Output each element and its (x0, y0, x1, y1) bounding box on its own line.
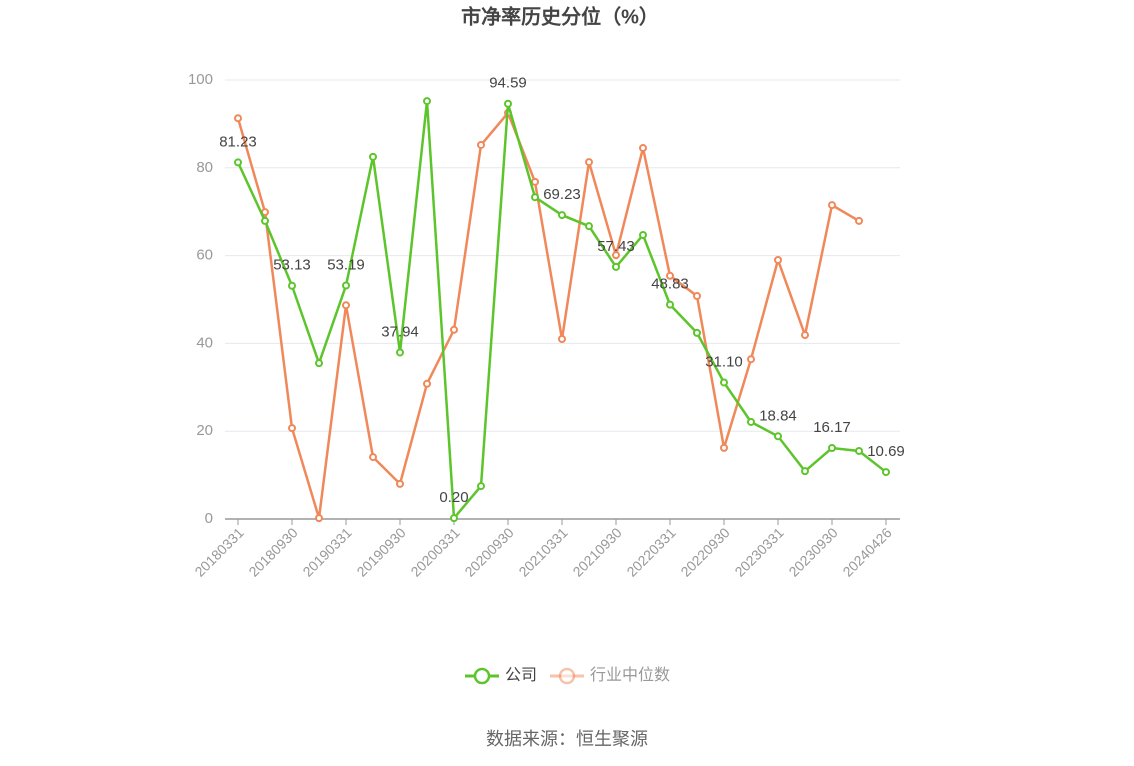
legend-label: 公司 (505, 667, 537, 684)
x-tick-label: 20230331 (731, 524, 787, 580)
legend-swatch (558, 667, 576, 685)
x-tick-label: 20240426 (839, 524, 895, 580)
data-point (801, 467, 809, 476)
data-point (585, 222, 593, 231)
data-label: 31.10 (705, 353, 743, 370)
y-tick-label: 20 (196, 422, 213, 439)
data-point (531, 193, 539, 202)
x-tick-label: 20220930 (677, 524, 733, 580)
data-point (558, 211, 566, 220)
chart-title: 市净率历史分位（%） (461, 4, 659, 28)
data-label: 10.69 (867, 443, 905, 460)
data-point (369, 453, 377, 462)
data-label: 57.43 (597, 238, 635, 255)
data-point (639, 144, 647, 153)
data-point (342, 301, 350, 310)
data-point (315, 514, 323, 523)
x-tick-label: 20220331 (623, 524, 679, 580)
data-point (477, 482, 485, 491)
y-tick-label: 80 (196, 159, 213, 176)
data-point (531, 177, 539, 186)
data-point (558, 335, 566, 344)
data-label: 53.13 (273, 257, 311, 274)
series-line (236, 110, 860, 519)
data-point (504, 99, 512, 108)
data-point (828, 201, 836, 210)
y-tick-label: 100 (188, 71, 213, 88)
series-line (236, 100, 887, 522)
data-point (828, 444, 836, 453)
data-point (261, 216, 269, 225)
legend-label: 行业中位数 (590, 666, 670, 684)
data-point (369, 152, 377, 161)
y-tick-label: 40 (196, 334, 213, 351)
data-point (639, 230, 647, 239)
data-point (288, 281, 296, 290)
x-tick-label: 20200930 (461, 524, 517, 580)
x-tick-label: 20180930 (245, 524, 301, 580)
data-point (423, 379, 431, 388)
x-tick-label: 20230930 (785, 524, 841, 580)
x-tick-label: 20190331 (299, 524, 355, 580)
data-point (720, 378, 728, 387)
data-point (450, 325, 458, 334)
data-label: 53.19 (327, 256, 365, 273)
data-point (747, 355, 755, 364)
data-point (855, 216, 863, 225)
data-point (720, 443, 728, 452)
data-label: 81.23 (219, 133, 257, 150)
data-point (585, 158, 593, 167)
data-point (882, 468, 890, 477)
data-point (234, 158, 242, 167)
data-point (396, 348, 404, 357)
data-point (774, 432, 782, 441)
data-point (315, 359, 323, 368)
data-point (774, 255, 782, 264)
data-label: 16.17 (813, 419, 851, 436)
legend-swatch (473, 667, 491, 685)
data-point (477, 140, 485, 149)
data-point (693, 291, 701, 300)
data-point (450, 514, 458, 523)
y-tick-label: 60 (196, 247, 213, 264)
data-point (288, 424, 296, 433)
data-label: 94.59 (489, 75, 527, 92)
data-point (612, 262, 620, 271)
y-tick-label: 0 (205, 510, 213, 527)
x-tick-label: 20210930 (569, 524, 625, 580)
data-label: 18.84 (759, 407, 797, 424)
data-label: 48.83 (651, 276, 689, 293)
data-point (801, 331, 809, 340)
x-tick-label: 20210331 (515, 524, 571, 580)
source-note: 数据来源：恒生聚源 (486, 729, 648, 749)
data-point (855, 446, 863, 455)
data-label: 69.23 (543, 186, 581, 203)
data-point (666, 300, 674, 309)
data-label: 37.94 (381, 323, 419, 340)
data-point (693, 328, 701, 337)
data-label: 0.20 (439, 489, 468, 506)
x-tick-label: 20200331 (407, 524, 463, 580)
legend-item: 行业中位数 (550, 666, 670, 685)
x-tick-label: 20190930 (353, 524, 409, 580)
legend-item: 公司 (465, 667, 537, 685)
x-tick-label: 20180331 (191, 524, 247, 580)
data-point (396, 479, 404, 488)
data-point (342, 281, 350, 290)
data-point (612, 251, 620, 260)
data-point (666, 271, 674, 280)
data-point (747, 417, 755, 426)
data-point (423, 97, 431, 106)
data-point (234, 114, 242, 123)
